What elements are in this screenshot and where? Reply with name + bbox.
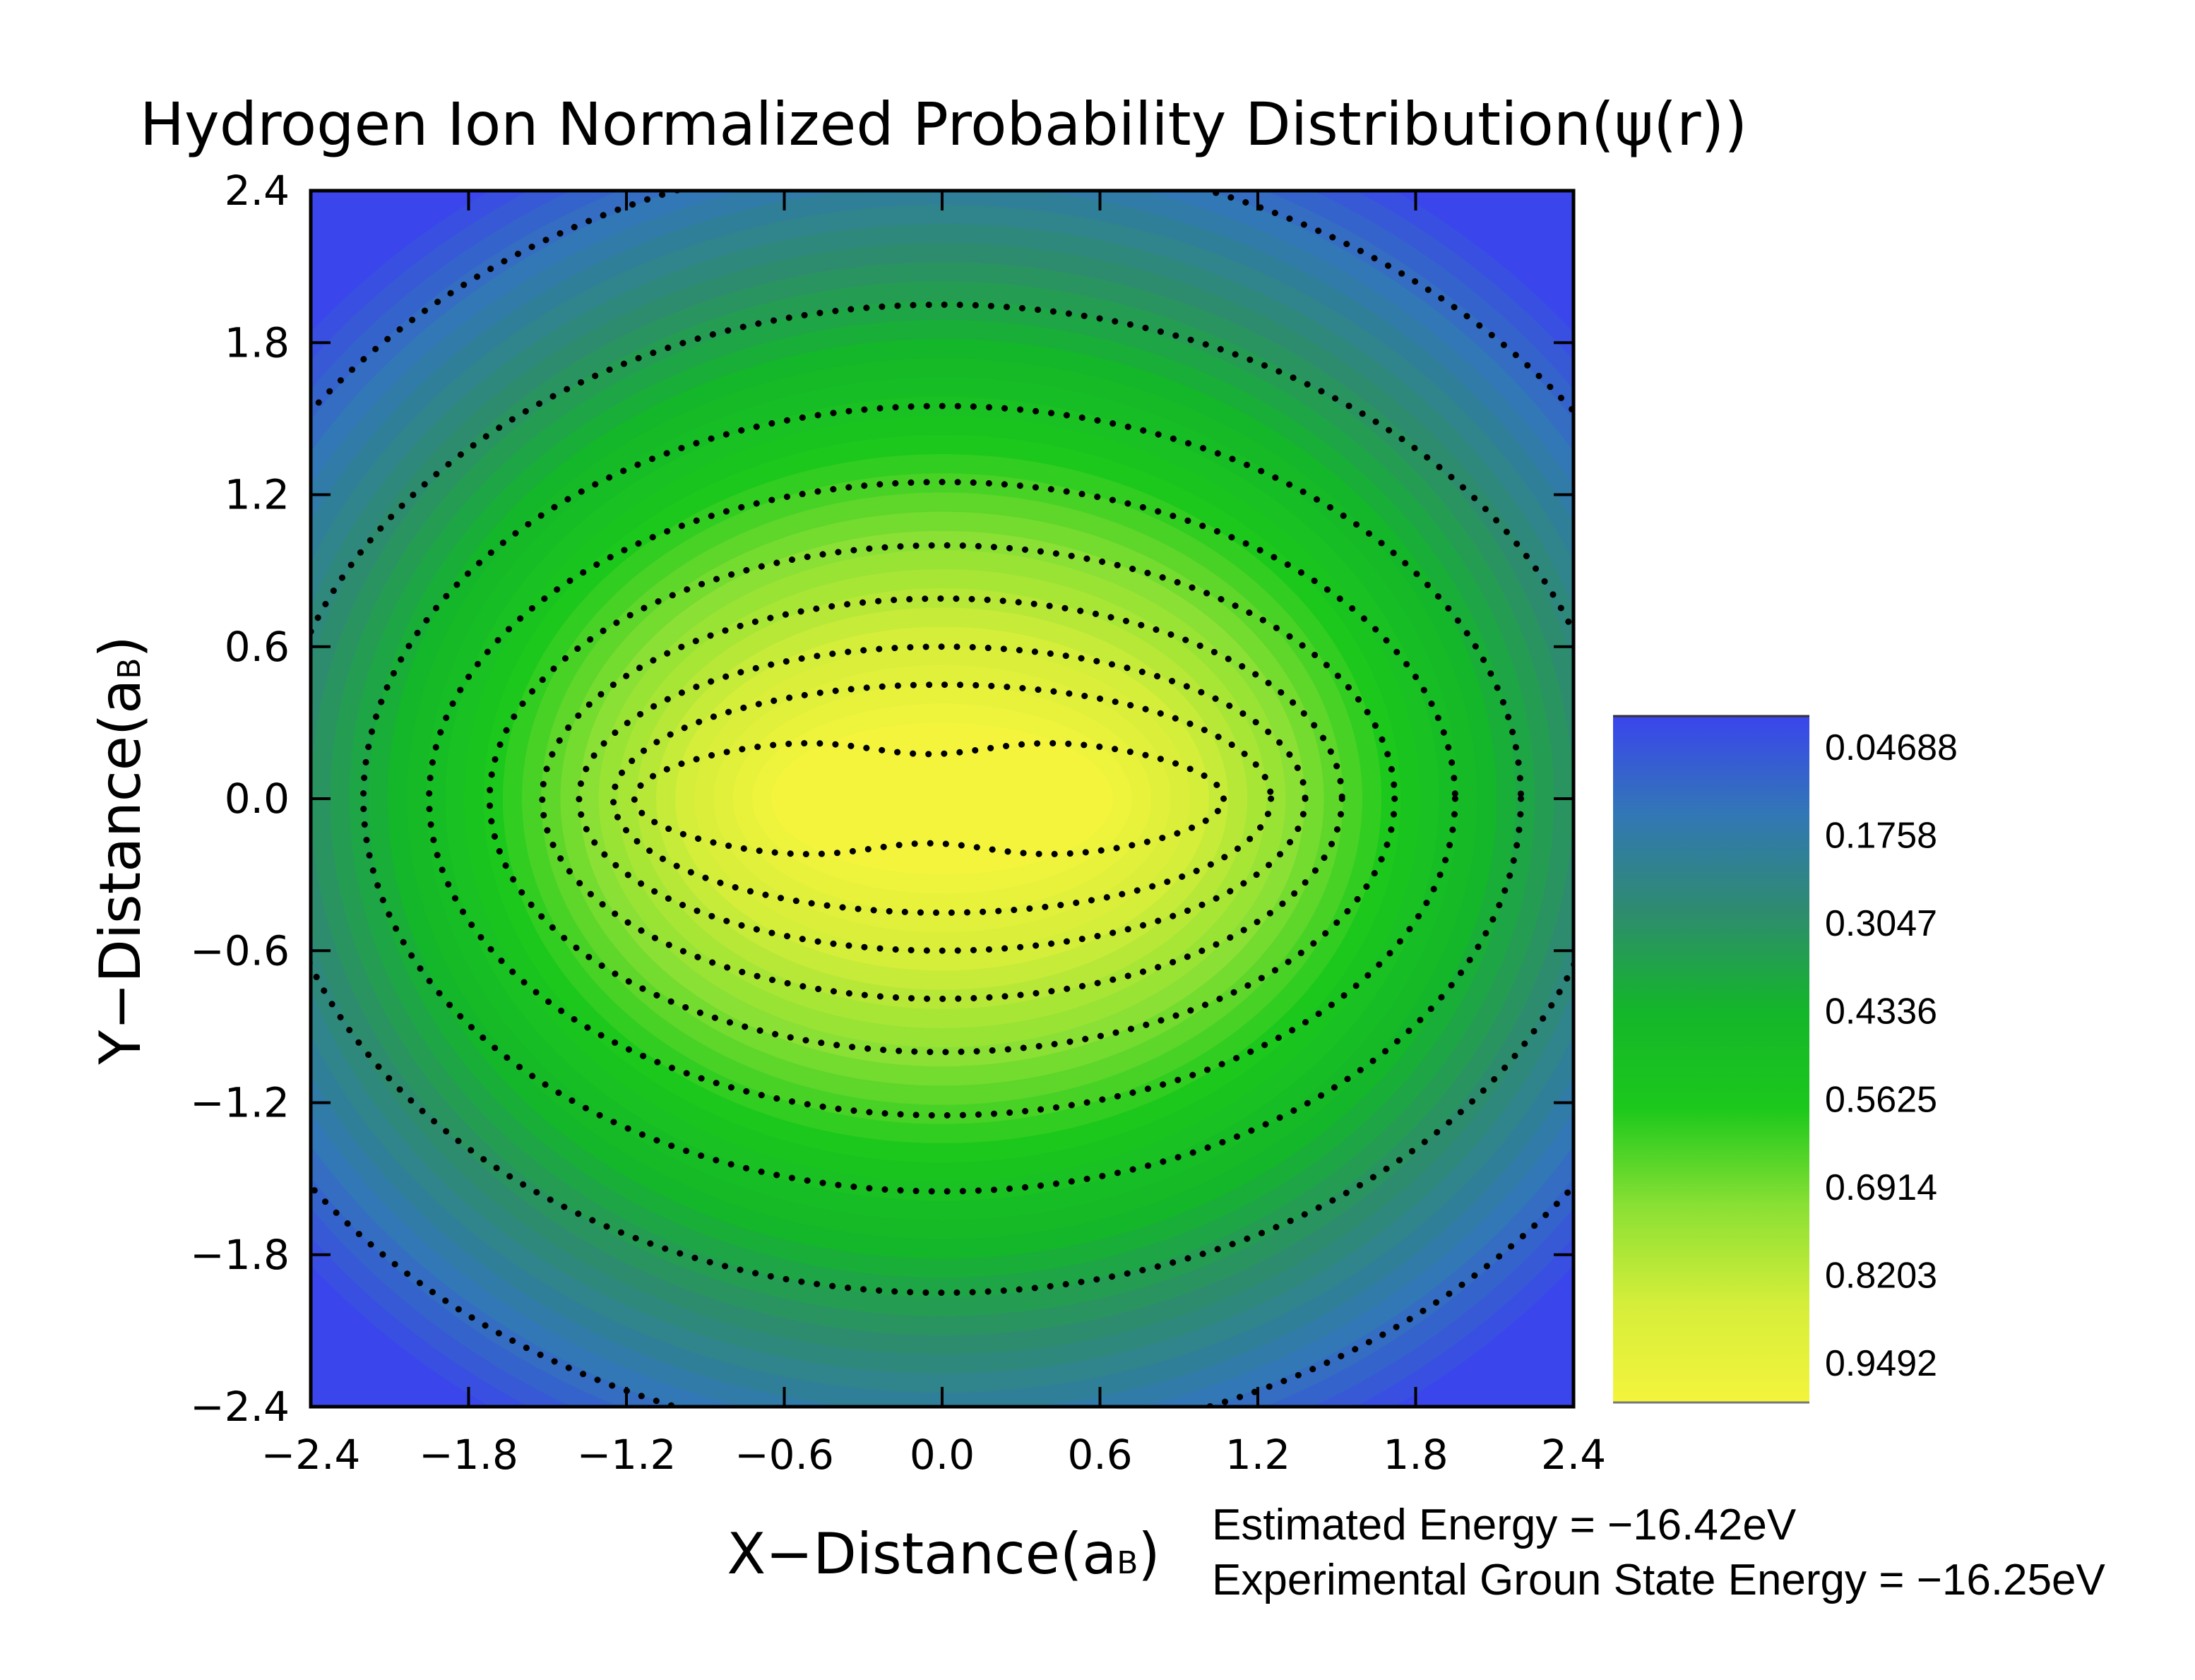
- y-axis-title-main: Y−Distance(a: [88, 679, 153, 1066]
- contour-line: [539, 595, 1345, 1002]
- y-tick-label: 1.8: [225, 318, 290, 367]
- x-tick-label: 2.4: [1541, 1431, 1606, 1479]
- x-tick-label: 1.8: [1383, 1431, 1448, 1479]
- contour-line-peak: [631, 739, 1227, 858]
- y-tick-label: 1.2: [225, 471, 290, 519]
- colorbar-label: 0.4336: [1825, 991, 1937, 1032]
- x-tick-label: −2.4: [261, 1431, 361, 1479]
- x-tick-label: −1.2: [577, 1431, 677, 1479]
- y-tick-label: −0.6: [190, 927, 290, 975]
- contour-line: [311, 302, 1574, 1296]
- y-axis-title: Y−Distance(aB): [88, 636, 153, 1065]
- y-tick-label: 0.0: [225, 775, 290, 823]
- colorbar-label: 0.6914: [1825, 1167, 1937, 1208]
- heatmap: [311, 191, 1574, 1407]
- contour-line: [576, 643, 1309, 954]
- y-axis-title-end: ): [88, 636, 153, 657]
- colorbar-label: 0.1758: [1825, 816, 1937, 857]
- estimated-energy-note: Estimated Energy = −16.42eV: [1212, 1501, 1797, 1549]
- x-tick-label: 0.0: [910, 1431, 975, 1479]
- experimental-energy-note: Experimental Groun State Energy = −16.25…: [1212, 1556, 2106, 1604]
- y-tick-label: −2.4: [190, 1383, 290, 1431]
- colorbar-label: 0.8203: [1825, 1255, 1937, 1296]
- colorbar: 0.04688 0.1758 0.3047 0.4336 0.5625 0.6914 0.8…: [1613, 715, 1958, 1404]
- x-axis-title-main: X−Distance(a: [727, 1521, 1117, 1587]
- contour-line: [609, 681, 1275, 916]
- colorbar-ramp: [1613, 716, 1809, 1402]
- colorbar-label: 0.04688: [1825, 727, 1958, 768]
- colorbar-label: 0.5625: [1825, 1079, 1937, 1120]
- contour-lines: [311, 191, 1574, 1407]
- y-axis-title-sub: B: [112, 658, 148, 679]
- chart-title: Hydrogen Ion Normalized Probability Dist…: [140, 90, 1747, 159]
- x-tick-label: 1.2: [1225, 1431, 1290, 1479]
- x-axis-title-end: ): [1138, 1521, 1160, 1587]
- x-axis-title-sub: B: [1117, 1545, 1138, 1581]
- y-tick-label: −1.8: [190, 1231, 290, 1279]
- x-tick-label: −1.8: [419, 1431, 518, 1479]
- x-tick-label: 0.6: [1067, 1431, 1132, 1479]
- y-axis: −2.4 −1.8 −1.2 −0.6 0.0 0.6 1.2 1.8 2.4: [190, 167, 1574, 1431]
- colorbar-label: 0.3047: [1825, 903, 1937, 944]
- y-tick-label: 2.4: [225, 167, 290, 215]
- colorbar-label: 0.9492: [1825, 1343, 1937, 1384]
- contour-line: [486, 542, 1398, 1056]
- contour-line: [360, 403, 1524, 1195]
- y-tick-label: 0.6: [225, 623, 290, 671]
- x-axis: −2.4 −1.8 −1.2 −0.6 0.0 0.6 1.2 1.8 2.4: [261, 191, 1606, 1479]
- contour-line: [426, 479, 1458, 1119]
- y-tick-label: −1.2: [190, 1079, 290, 1127]
- x-axis-title: X−Distance(aB): [727, 1521, 1160, 1587]
- heatmap-band: [771, 722, 1114, 875]
- x-tick-label: −0.6: [734, 1431, 834, 1479]
